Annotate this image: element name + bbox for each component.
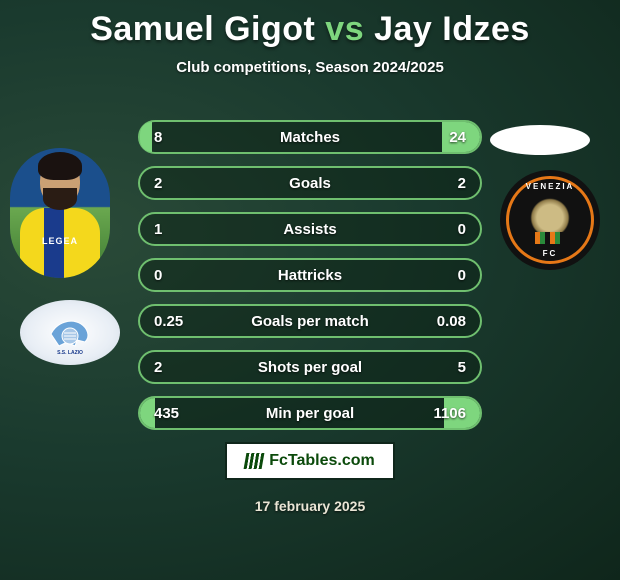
chart-bars-icon <box>244 453 265 469</box>
venezia-bars <box>535 232 565 244</box>
subtitle: Club competitions, Season 2024/2025 <box>0 59 620 76</box>
player1-photo: LEGEA <box>10 148 110 278</box>
player1-name: Samuel Gigot <box>90 10 315 48</box>
stat-row: 2Goals2 <box>138 166 482 200</box>
stat-value-right: 0 <box>444 260 480 290</box>
stat-row: 0.25Goals per match0.08 <box>138 304 482 338</box>
fctables-logo[interactable]: FcTables.com <box>225 442 395 480</box>
stat-row: 0Hattricks0 <box>138 258 482 292</box>
stat-value-right: 0.08 <box>423 306 480 336</box>
player2-name: Jay Idzes <box>374 10 530 48</box>
player1-jersey-brand: LEGEA <box>42 236 78 246</box>
stat-row: 435Min per goal1106 <box>138 396 482 430</box>
stat-value-right: 24 <box>435 122 480 152</box>
stat-value-right: 0 <box>444 214 480 244</box>
stat-label: Matches <box>140 122 480 152</box>
stat-row: 2Shots per goal5 <box>138 350 482 384</box>
stat-label: Shots per goal <box>140 352 480 382</box>
lazio-eagle-icon: S.S. LAZIO <box>47 310 93 356</box>
stat-value-right: 2 <box>444 168 480 198</box>
player2-club-crest: VENEZIA FC <box>500 170 600 270</box>
stat-row: 1Assists0 <box>138 212 482 246</box>
stat-value-right: 5 <box>444 352 480 382</box>
stat-label: Assists <box>140 214 480 244</box>
player1-club-crest: S.S. LAZIO <box>20 300 120 365</box>
comparison-card: Samuel Gigot vs Jay Idzes Club competiti… <box>0 0 620 580</box>
stat-row: 8Matches24 <box>138 120 482 154</box>
player1-beard <box>43 188 77 210</box>
stats-table: 8Matches242Goals21Assists00Hattricks00.2… <box>138 120 482 442</box>
stat-value-right: 1106 <box>419 398 480 428</box>
footer-date: 17 february 2025 <box>0 498 620 514</box>
vs-label: vs <box>325 10 364 48</box>
player2-placeholder <box>490 125 590 155</box>
stat-label: Goals <box>140 168 480 198</box>
fctables-label: FcTables.com <box>269 452 375 470</box>
venezia-text-bottom: FC <box>543 249 558 258</box>
page-title: Samuel Gigot vs Jay Idzes <box>0 0 620 49</box>
stat-label: Hattricks <box>140 260 480 290</box>
svg-text:S.S. LAZIO: S.S. LAZIO <box>57 350 83 356</box>
player1-hair <box>38 152 82 180</box>
venezia-text-top: VENEZIA <box>526 182 575 191</box>
